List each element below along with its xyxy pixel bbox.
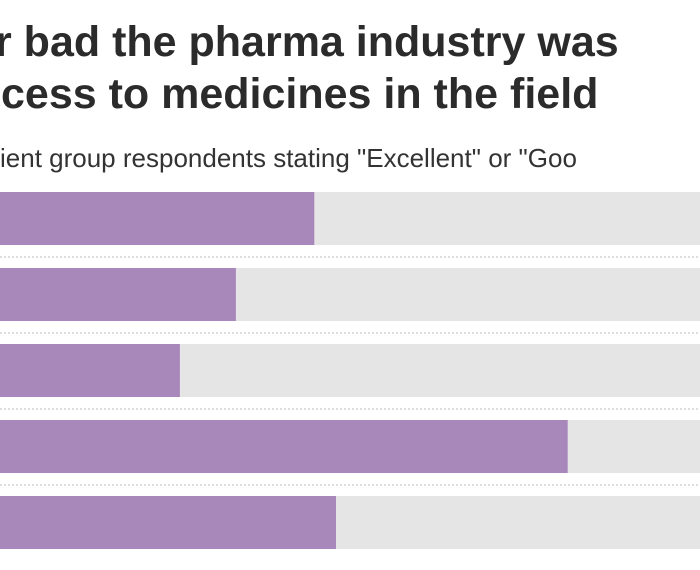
bar — [0, 192, 315, 245]
bar — [0, 496, 336, 549]
chart-title: cess to medicines in the field — [1, 70, 598, 118]
bar — [0, 344, 180, 397]
chart-title: r bad the pharma industry was — [0, 18, 619, 66]
bar — [0, 420, 568, 473]
chart-subtitle: ient group respondents stating "Excellen… — [0, 143, 577, 173]
bar — [0, 268, 236, 321]
